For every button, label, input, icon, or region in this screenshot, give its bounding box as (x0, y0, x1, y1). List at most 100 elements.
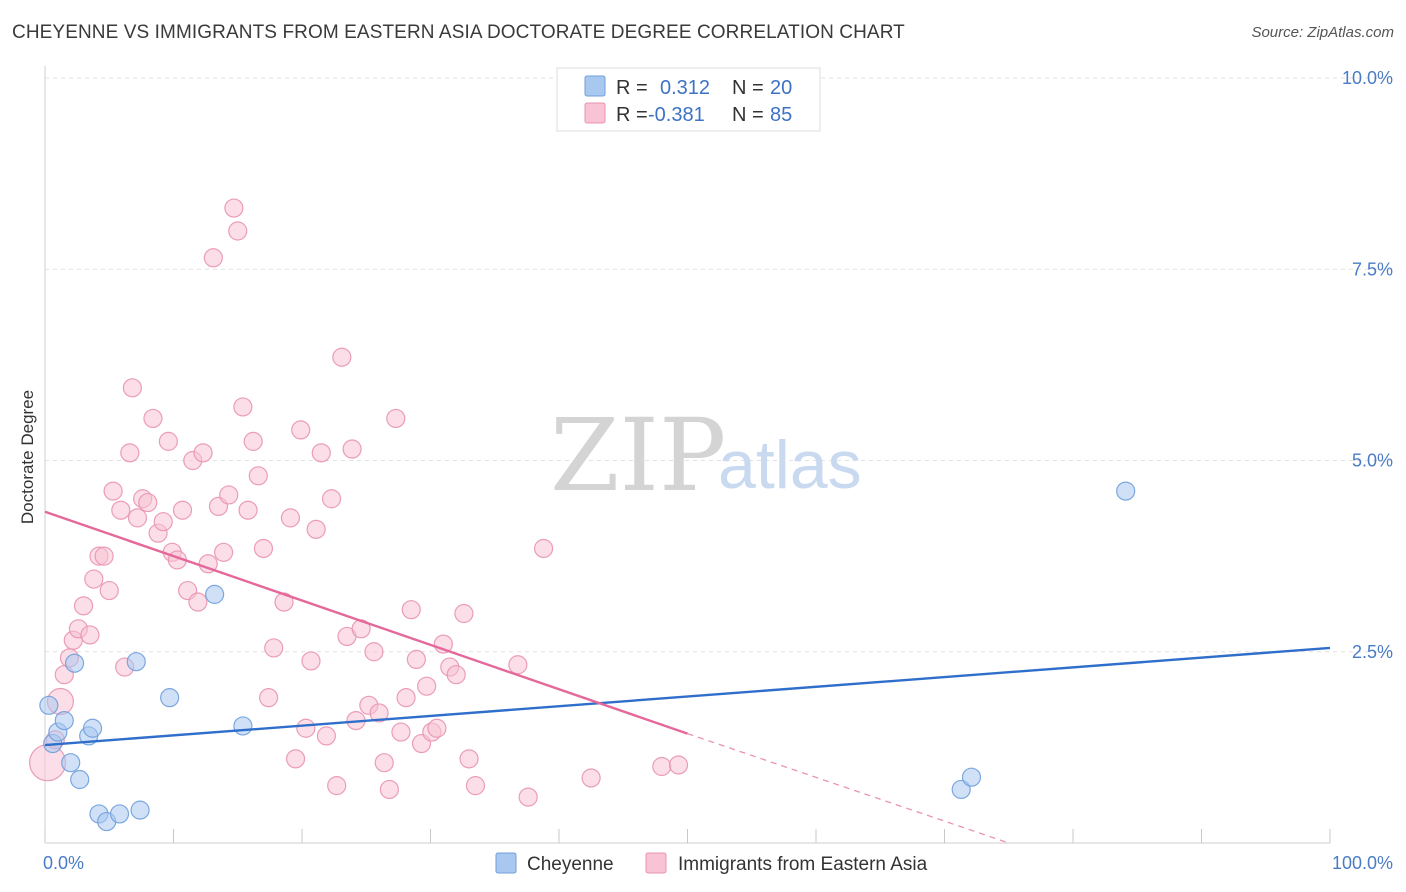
eastern-asia-point-41 (243, 431, 263, 451)
eastern-asia-point-69 (396, 688, 416, 708)
eastern-asia-point-16 (120, 443, 140, 463)
cheyenne-point-3 (54, 710, 74, 731)
cheyenne-point-19 (961, 767, 982, 787)
eastern-asia-trend-extension (687, 732, 1009, 844)
watermark-atlas: atlas (718, 427, 862, 503)
source-credit: Source: ZipAtlas.com (1251, 24, 1394, 41)
legend-n-label-eastern-asia: N = (732, 104, 764, 126)
eastern-asia-point-47 (280, 508, 301, 528)
eastern-asia-point-87 (668, 755, 689, 775)
eastern-asia-point-84 (533, 538, 554, 559)
legend-r-label-eastern-asia: R = (616, 104, 648, 126)
watermark-zip: ZIP (550, 397, 726, 514)
eastern-asia-point-48 (285, 749, 306, 769)
eastern-asia-point-14 (111, 500, 131, 520)
eastern-asia-point-83 (518, 787, 538, 807)
x-tick-label-1: 100.0% (1332, 853, 1393, 873)
eastern-asia-point-12 (99, 580, 119, 601)
eastern-asia-point-78 (446, 665, 466, 685)
cheyenne-point-4 (61, 753, 81, 773)
eastern-asia-point-70 (401, 600, 421, 620)
eastern-asia-point-49 (291, 420, 311, 440)
cheyenne-point-0 (39, 695, 59, 715)
eastern-asia-point-63 (364, 642, 384, 662)
watermark: ZIP atlas (550, 397, 862, 514)
eastern-asia-point-65 (374, 753, 394, 773)
cheyenne-point-15 (205, 584, 225, 604)
eastern-asia-point-53 (311, 443, 331, 463)
eastern-asia-point-81 (465, 776, 486, 796)
x-tick-label-0: 0.0% (43, 853, 84, 873)
eastern-asia-point-42 (248, 466, 268, 486)
eastern-asia-point-80 (459, 749, 479, 769)
eastern-asia-point-18 (127, 508, 148, 528)
eastern-asia-point-8 (80, 625, 100, 645)
y-axis-label: Doctorate Degree (18, 390, 37, 524)
cheyenne-point-17 (1116, 481, 1136, 501)
legend-swatch-cheyenne (584, 75, 606, 97)
eastern-asia-trend-line (44, 510, 688, 735)
cheyenne-point-5 (64, 653, 85, 673)
legend-n-value-cheyenne: 20 (770, 77, 792, 99)
bottom-legend-swatch-eastern-asia (645, 852, 667, 874)
y-tick-label-1: 7.5% (1352, 259, 1393, 279)
eastern-asia-point-52 (306, 519, 326, 539)
eastern-asia-point-20 (138, 492, 158, 513)
eastern-asia-point-23 (153, 512, 173, 532)
chart-title: CHEYENNE VS IMMIGRANTS FROM EASTERN ASIA… (12, 22, 905, 43)
eastern-asia-point-66 (379, 779, 399, 800)
eastern-asia-point-36 (219, 485, 239, 505)
eastern-asia-point-67 (386, 408, 406, 429)
eastern-asia-point-56 (327, 776, 347, 796)
eastern-asia-point-75 (427, 718, 447, 738)
cheyenne-point-12 (126, 652, 146, 672)
legend-r-value-cheyenne: 0.312 (660, 77, 710, 99)
y-tick-label-2: 5.0% (1352, 451, 1393, 471)
eastern-asia-point-68 (391, 722, 411, 742)
grid-lines (45, 77, 1392, 653)
cheyenne-point-16 (233, 716, 253, 736)
eastern-asia-point-30 (188, 592, 208, 612)
legend-r-value-eastern-asia: -0.381 (648, 104, 705, 126)
legend-swatch-eastern-asia (584, 102, 606, 124)
eastern-asia-point-51 (301, 651, 321, 671)
cheyenne-point-14 (160, 688, 180, 708)
cheyenne-point-6 (70, 769, 90, 790)
eastern-asia-point-27 (172, 500, 193, 520)
eastern-asia-point-31 (193, 443, 213, 463)
eastern-asia-point-24 (158, 431, 178, 451)
eastern-asia-point-54 (316, 726, 337, 746)
eastern-asia-point-40 (238, 500, 258, 520)
eastern-asia-point-13 (103, 481, 123, 501)
eastern-asia-point-73 (417, 676, 437, 696)
eastern-asia-point-43 (253, 538, 274, 559)
eastern-asia-point-7 (73, 596, 94, 616)
eastern-asia-point-21 (143, 408, 163, 429)
eastern-asia-point-35 (214, 542, 234, 562)
y-tick-label-0: 10.0% (1342, 68, 1393, 88)
eastern-asia-point-79 (454, 603, 474, 624)
eastern-asia-point-50 (296, 718, 316, 738)
eastern-asia-point-17 (122, 378, 142, 398)
eastern-asia-point-57 (332, 347, 352, 367)
y-tick-label-3: 2.5% (1352, 642, 1393, 662)
legend-n-value-eastern-asia: 85 (770, 104, 792, 126)
legend-r-label-cheyenne: R = (616, 77, 648, 99)
legend-n-label-cheyenne: N = (732, 77, 764, 99)
bottom-legend: Cheyenne Immigrants from Eastern Asia (495, 852, 928, 875)
eastern-asia-point-86 (652, 756, 672, 777)
eastern-asia-point-44 (258, 688, 279, 708)
eastern-asia-point-38 (228, 221, 248, 241)
data-points (28, 198, 1136, 832)
eastern-asia-point-59 (342, 439, 362, 459)
eastern-asia-point-85 (581, 768, 601, 788)
cheyenne-trend-line (44, 646, 1331, 747)
bottom-legend-label-cheyenne: Cheyenne (527, 854, 614, 875)
eastern-asia-point-45 (264, 638, 284, 658)
eastern-asia-point-11 (94, 546, 114, 566)
eastern-asia-point-37 (224, 198, 244, 218)
cheyenne-point-8 (82, 718, 103, 738)
eastern-asia-point-9 (84, 569, 104, 589)
eastern-asia-point-55 (321, 489, 342, 509)
